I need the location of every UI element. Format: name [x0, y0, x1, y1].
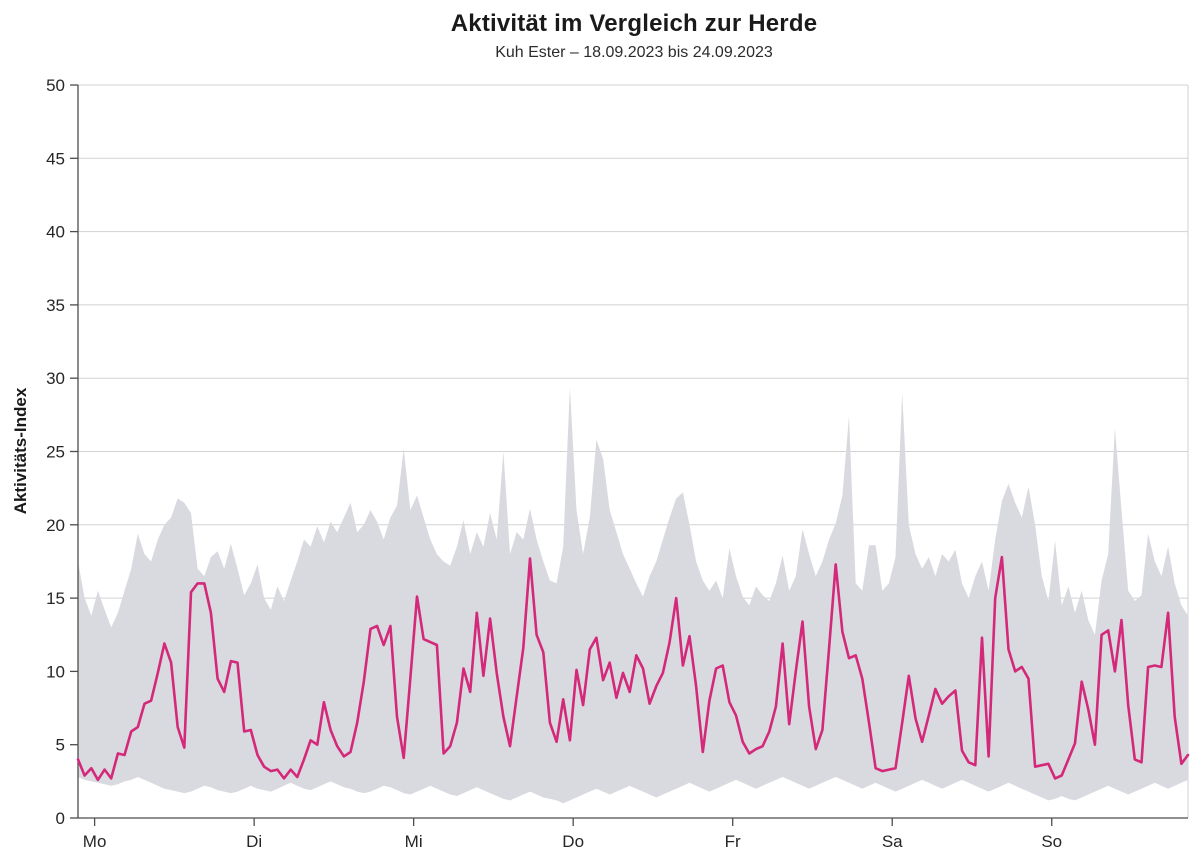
- y-tick-label-50: 50: [46, 76, 65, 95]
- y-axis-label: Aktivitäts-Index: [11, 387, 30, 515]
- chart-subtitle: Kuh Ester – 18.09.2023 bis 24.09.2023: [495, 44, 773, 61]
- y-tick-label-5: 5: [56, 736, 65, 755]
- herd-range-band: [78, 387, 1188, 804]
- y-tick-label-0: 0: [56, 809, 65, 828]
- x-tick-label-Mo: Mo: [83, 832, 107, 851]
- x-tick-label-Do: Do: [562, 832, 584, 851]
- y-tick-label-15: 15: [46, 589, 65, 608]
- chart-title: Aktivität im Vergleich zur Herde: [450, 10, 818, 37]
- y-tick-label-25: 25: [46, 443, 65, 462]
- x-tick-label-Sa: Sa: [882, 832, 903, 851]
- y-tick-label-30: 30: [46, 369, 65, 388]
- ester-activity-line: [76, 555, 1190, 782]
- y-tick-label-10: 10: [46, 662, 65, 681]
- y-tick-label-20: 20: [46, 516, 65, 535]
- y-tick-label-45: 45: [46, 149, 65, 168]
- x-tick-label-Di: Di: [246, 832, 262, 851]
- y-tick-label-40: 40: [46, 223, 65, 242]
- x-tick-label-Fr: Fr: [725, 832, 741, 851]
- x-tick-label-So: So: [1041, 832, 1062, 851]
- y-tick-label-35: 35: [46, 296, 65, 315]
- x-tick-label-Mi: Mi: [405, 832, 423, 851]
